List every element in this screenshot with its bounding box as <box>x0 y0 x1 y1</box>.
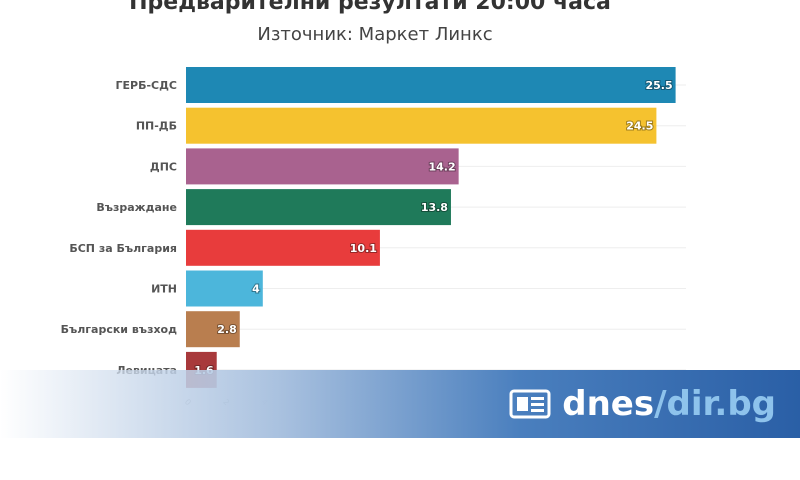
dnes-logo[interactable]: dnes/dir.bg <box>508 384 776 424</box>
brand-banner: dnes/dir.bg <box>0 370 800 438</box>
newspaper-icon <box>509 389 551 419</box>
category-label: ГЕРБ-СДС <box>116 79 177 92</box>
category-label: Възраждане <box>96 201 177 214</box>
category-label: ПП-ДБ <box>136 120 177 133</box>
category-label: ИТН <box>151 283 177 296</box>
data-label: 10.1 <box>350 242 377 255</box>
data-label: 25.5 <box>645 79 672 92</box>
category-label: ДПС <box>150 160 177 173</box>
bar <box>186 148 459 185</box>
brand-domain: /dir.bg <box>654 384 776 424</box>
data-label: 24.5 <box>626 120 653 133</box>
data-label: 4 <box>252 283 260 296</box>
bar <box>186 270 263 307</box>
bar <box>186 107 657 144</box>
data-label: 2.8 <box>217 323 237 336</box>
brand-name: dnes <box>562 384 655 424</box>
category-label: БСП за България <box>69 242 177 255</box>
bar <box>186 67 676 103</box>
bar <box>186 189 451 226</box>
bar <box>186 229 380 266</box>
bar <box>186 311 240 348</box>
chart-subtitle: Източник: Маркет Линкс <box>257 24 493 45</box>
data-label: 14.2 <box>428 160 455 173</box>
category-label: Български възход <box>61 323 178 336</box>
data-label: 13.8 <box>421 201 448 214</box>
chart-title: Предварителни резултати 20:00 часа <box>129 0 611 15</box>
